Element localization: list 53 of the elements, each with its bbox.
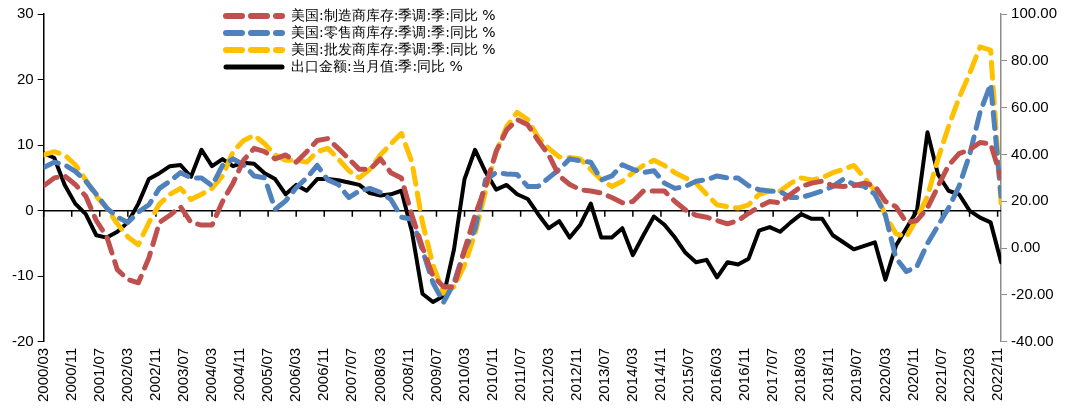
y2-tick-label: -20.00 (1011, 285, 1054, 303)
x-tick-label: 2005/07 (258, 347, 276, 403)
x-tick-label: 2011/07 (510, 347, 528, 401)
x-tick-label: 2002/11 (146, 347, 164, 401)
x-tick-label: 2016/11 (735, 347, 753, 401)
y2-tick-label: 100.00 (1011, 4, 1058, 22)
x-tick-label: 2013/07 (594, 347, 612, 403)
legend-label: 出口金额:当月值:季:同比 % (291, 58, 463, 75)
x-tick-label: 2022/11 (987, 347, 1005, 401)
x-tick-label: 2010/11 (482, 347, 500, 401)
x-tick-label: 2020/11 (903, 347, 921, 401)
x-tick-label: 2008/11 (398, 347, 416, 401)
legend-label: 美国:批发商库存:季调:季:同比 % (291, 41, 496, 58)
x-tick-label: 2002/03 (117, 347, 135, 403)
y2-tick-label: 60.00 (1011, 97, 1049, 115)
y2-tick-label: 40.00 (1011, 144, 1049, 162)
x-tick-label: 2014/11 (651, 347, 669, 401)
x-tick-label: 2006/11 (314, 347, 332, 401)
x-tick-label: 2000/03 (33, 347, 51, 403)
x-tick-label: 2007/07 (342, 347, 360, 403)
y-tick-label: -10 (11, 266, 34, 284)
y-tick-label: 20 (16, 69, 34, 87)
x-tick-label: 2018/03 (791, 347, 809, 403)
y-tick-label: 10 (16, 135, 34, 153)
x-tick-label: 2009/07 (426, 347, 444, 403)
x-tick-label: 2004/03 (202, 347, 220, 403)
x-tick-label: 2001/07 (89, 347, 107, 403)
legend-label: 美国:制造商库存:季调:季:同比 % (291, 7, 496, 24)
y2-tick-label: -40.00 (1011, 331, 1054, 349)
x-tick-label: 2019/07 (847, 347, 865, 403)
y-tick-label: 0 (25, 200, 34, 218)
x-tick-label: 2020/03 (875, 347, 893, 403)
y2-tick-label: 20.00 (1011, 191, 1049, 209)
x-tick-label: 2017/07 (763, 347, 781, 403)
x-tick-label: 2004/11 (230, 347, 248, 401)
y2-tick-label: 0.00 (1011, 238, 1041, 256)
x-tick-label: 2014/03 (623, 347, 641, 403)
y2-tick-label: 80.00 (1011, 50, 1049, 68)
x-tick-label: 2008/03 (370, 347, 388, 403)
x-tick-label: 2000/11 (61, 347, 79, 401)
x-tick-label: 2018/11 (819, 347, 837, 401)
x-tick-label: 2003/07 (174, 347, 192, 403)
x-tick-label: 2015/07 (679, 347, 697, 403)
x-tick-label: 2012/11 (566, 347, 584, 401)
x-tick-label: 2016/03 (707, 347, 725, 403)
x-tick-label: 2012/03 (538, 347, 556, 403)
y-tick-label: -20 (11, 331, 34, 349)
x-tick-label: 2006/03 (286, 347, 304, 403)
y-tick-label: 30 (16, 4, 34, 22)
x-tick-label: 2010/03 (454, 347, 472, 403)
x-tick-label: 2022/03 (959, 347, 977, 403)
legend-label: 美国:零售商库存:季调:季:同比 % (291, 24, 496, 41)
x-tick-label: 2021/07 (931, 347, 949, 403)
